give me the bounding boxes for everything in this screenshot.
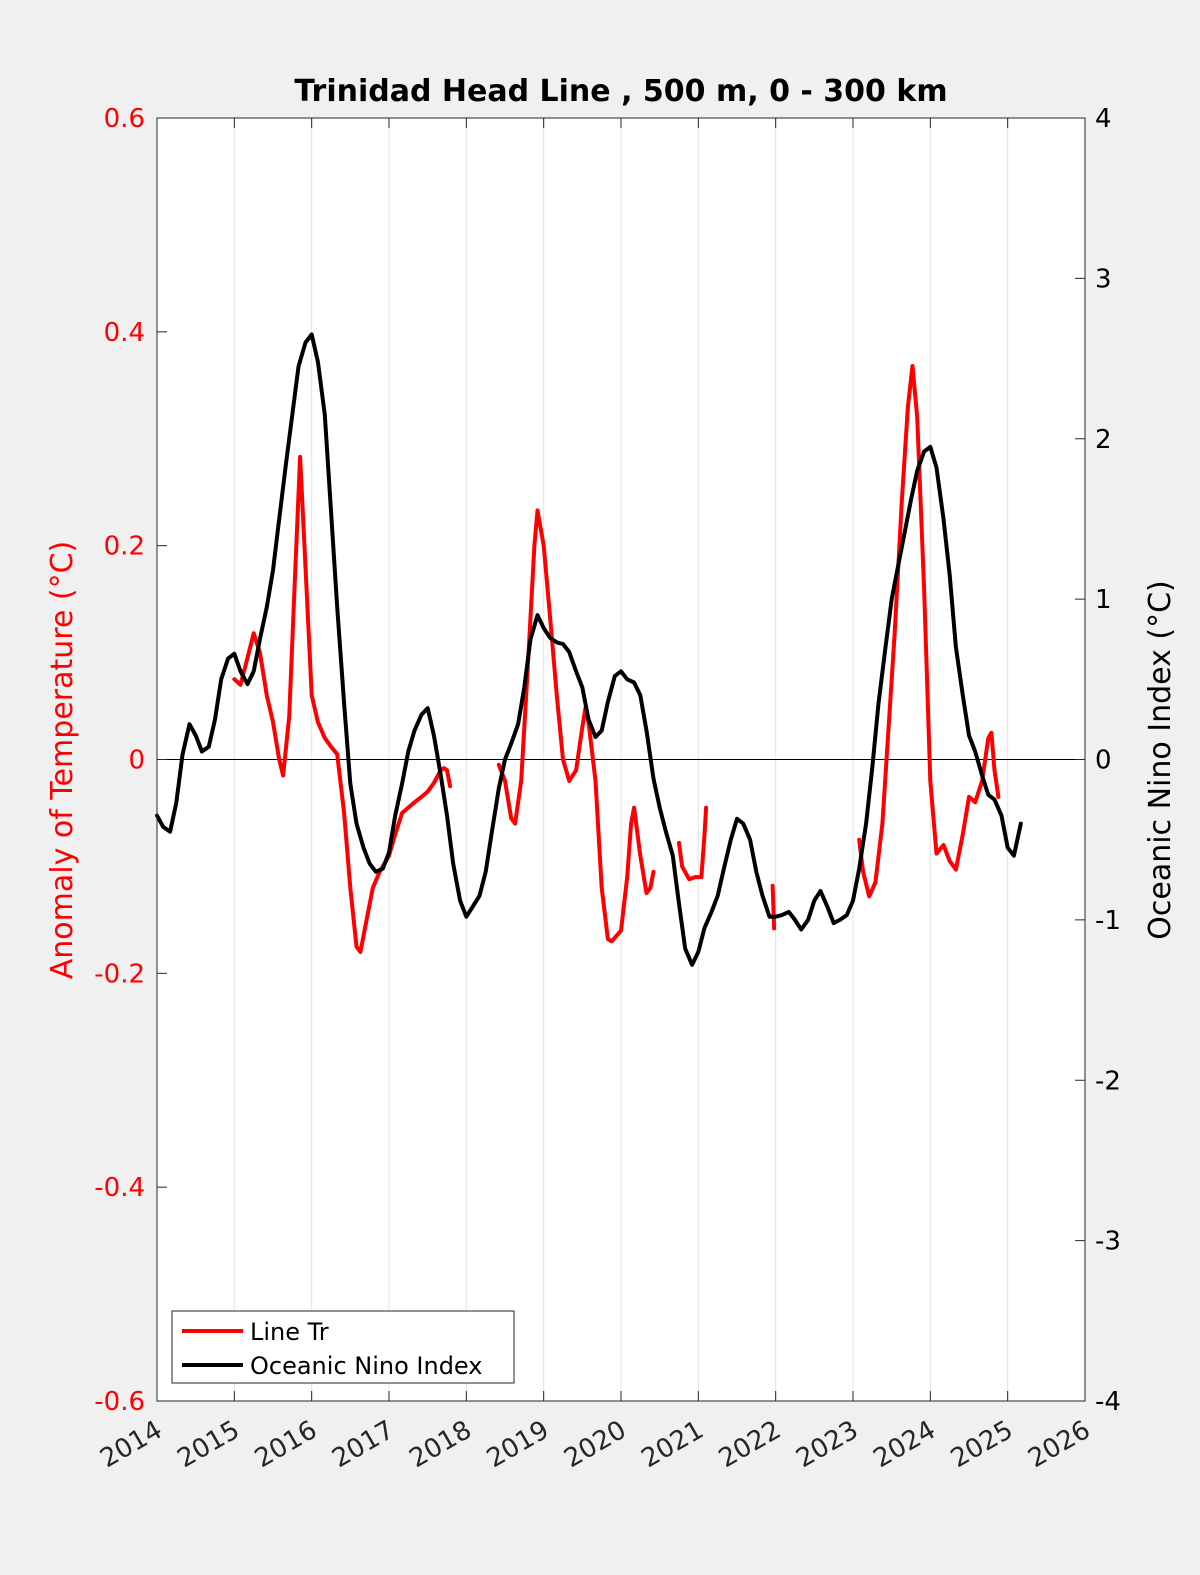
y-tick-label-left: 0.4 xyxy=(104,318,145,348)
legend-box xyxy=(171,1310,515,1384)
y-tick-label-right: 1 xyxy=(1095,585,1112,615)
y-tick-label-right: 2 xyxy=(1095,425,1112,455)
right-y-axis: -4 -3 -2 -1 0 1 2 3 4 xyxy=(1075,104,1121,1417)
y-tick-label-right: 4 xyxy=(1095,104,1112,134)
y-tick-label-left: 0.2 xyxy=(104,532,145,562)
legend-label-oni: Oceanic Nino Index xyxy=(250,1352,482,1380)
series-lines xyxy=(155,332,1023,967)
y-tick-label-right: 3 xyxy=(1095,264,1112,294)
y-tick-label-left: -0.4 xyxy=(94,1173,145,1203)
y-tick-label-right: -2 xyxy=(1095,1066,1121,1096)
line-tr-series xyxy=(232,454,453,954)
y-tick-label-left: -0.6 xyxy=(94,1387,145,1417)
y-tick-label-right: -3 xyxy=(1095,1227,1121,1257)
y-tick-label-right: -1 xyxy=(1095,906,1121,936)
line-tr-series xyxy=(677,805,709,882)
legend: Line Tr Oceanic Nino Index xyxy=(171,1310,515,1384)
y-tick-label-left: 0.6 xyxy=(104,104,145,134)
y-tick-label-right: 0 xyxy=(1095,746,1112,776)
y-tick-label-left: -0.2 xyxy=(94,959,145,989)
oceanic-nino-index-series xyxy=(155,332,1023,967)
y-tick-label-right: -4 xyxy=(1095,1387,1121,1417)
left-y-axis: -0.6 -0.4 -0.2 0 0.2 0.4 0.6 xyxy=(94,104,167,1417)
line-tr-series xyxy=(770,883,777,931)
y-axis-label-right: Oceanic Nino Index (°C) xyxy=(1143,580,1178,940)
chart-title: Trinidad Head Line , 500 m, 0 - 300 km xyxy=(294,74,947,109)
y-axis-label-left: Anomaly of Temperature (°C) xyxy=(45,541,80,980)
line-tr-series xyxy=(496,508,656,944)
legend-label-line-tr: Line Tr xyxy=(250,1318,329,1346)
y-tick-label-left: 0 xyxy=(128,746,145,776)
